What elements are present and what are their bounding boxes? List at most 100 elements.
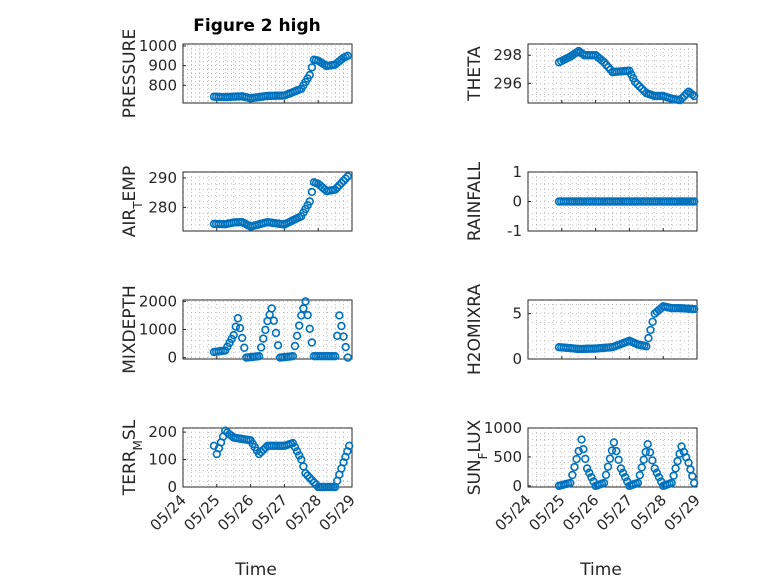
data-point [675, 95, 685, 105]
data-point [646, 325, 655, 335]
data-point [637, 84, 646, 93]
data-point [682, 89, 691, 99]
data-point [601, 470, 611, 480]
data-point [307, 338, 317, 347]
data-point [303, 310, 312, 320]
data-point [566, 478, 575, 488]
panel-rainfall: -1 0 1 RAINFALL [465, 161, 699, 241]
data-point [294, 451, 304, 460]
data-point [229, 330, 238, 340]
y-axis-label: SUNFLUX [465, 419, 490, 495]
data-point [648, 317, 657, 326]
data-point [333, 183, 342, 192]
data-point [344, 441, 354, 451]
data-point [330, 351, 340, 361]
data-point [305, 70, 314, 80]
data-point [307, 475, 317, 485]
data-series [209, 426, 354, 492]
data-point [254, 351, 264, 361]
data-point [288, 351, 298, 361]
data-point [290, 341, 300, 351]
data-point [654, 472, 664, 482]
data-point [341, 342, 350, 352]
data-point [645, 448, 655, 457]
data-point [630, 77, 640, 87]
data-point [581, 454, 590, 464]
y-tick-label: 1000 [484, 419, 522, 437]
data-point [618, 468, 628, 478]
data-point [652, 468, 662, 478]
data-point [305, 324, 314, 333]
data-point [669, 471, 678, 480]
data-series [554, 46, 699, 105]
data-point [307, 63, 317, 72]
data-point [288, 438, 298, 448]
data-point [256, 343, 266, 352]
data-point [667, 478, 676, 488]
data-point [307, 187, 317, 197]
data-series [209, 172, 352, 231]
y-tick-label: 298 [493, 46, 522, 64]
data-point [577, 435, 586, 444]
y-tick-label: 0 [512, 477, 522, 495]
data-point [341, 174, 350, 183]
y-tick-label: 900 [148, 57, 177, 75]
y-tick-label: 800 [148, 76, 177, 94]
y-tick-label: 500 [493, 448, 522, 466]
data-point [603, 462, 613, 471]
y-axis-label: MIXDEPTH [120, 285, 140, 374]
data-point [261, 325, 270, 335]
data-point [635, 471, 645, 480]
y-tick-label: 200 [148, 423, 177, 441]
y-tick-label: 0 [512, 350, 522, 368]
y-tick-label: -1 [507, 222, 522, 240]
data-point [605, 454, 615, 463]
data-point [237, 333, 247, 343]
y-tick-label: 1 [512, 163, 522, 181]
y-tick-label: 1000 [139, 321, 177, 339]
data-point [673, 456, 682, 466]
data-point [689, 91, 699, 101]
data-point [273, 341, 283, 350]
data-point [292, 331, 302, 341]
y-tick-label: 100 [148, 451, 177, 469]
y-tick-label: 5 [512, 305, 522, 323]
data-point [305, 473, 314, 483]
data-point [642, 342, 651, 351]
y-axis-label: RAINFALL [465, 161, 485, 241]
data-point [597, 56, 607, 65]
data-point [609, 438, 619, 447]
data-point [582, 464, 592, 473]
data-point [337, 321, 346, 331]
data-point [637, 463, 646, 472]
data-point [259, 334, 268, 343]
data-point [639, 455, 648, 464]
y-axis-label: THETA [465, 46, 485, 102]
figure-title: Figure 2 high [193, 16, 321, 36]
data-series [554, 197, 699, 206]
data-point [675, 449, 684, 458]
x-axis-label-right: Time [579, 560, 622, 580]
data-point [678, 93, 687, 103]
plot-area [527, 43, 698, 104]
data-point [339, 332, 348, 341]
data-point [599, 478, 609, 488]
y-axis-label: H2OMIXRA [465, 284, 485, 375]
data-point [235, 323, 245, 333]
data-point [271, 328, 281, 338]
data-point [650, 464, 659, 473]
y-tick-label: 1000 [139, 37, 177, 55]
data-point [671, 464, 680, 473]
data-point [343, 51, 352, 60]
data-point [292, 447, 302, 456]
data-point [233, 314, 243, 323]
data-point [648, 456, 657, 465]
data-point [305, 197, 314, 206]
data-point [290, 443, 300, 452]
y-axis-label: TERRMSL [120, 419, 145, 496]
data-point [620, 472, 630, 482]
